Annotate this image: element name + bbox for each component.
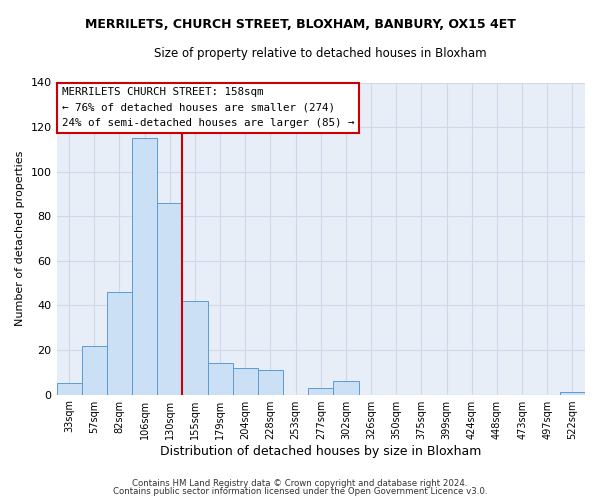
Title: Size of property relative to detached houses in Bloxham: Size of property relative to detached ho… [154,48,487,60]
Y-axis label: Number of detached properties: Number of detached properties [15,151,25,326]
Text: MERRILETS, CHURCH STREET, BLOXHAM, BANBURY, OX15 4ET: MERRILETS, CHURCH STREET, BLOXHAM, BANBU… [85,18,515,30]
Bar [182,301,208,394]
X-axis label: Distribution of detached houses by size in Bloxham: Distribution of detached houses by size … [160,444,481,458]
Text: MERRILETS CHURCH STREET: 158sqm
← 76% of detached houses are smaller (274)
24% o: MERRILETS CHURCH STREET: 158sqm ← 76% of… [62,87,355,128]
Text: Contains HM Land Registry data © Crown copyright and database right 2024.: Contains HM Land Registry data © Crown c… [132,478,468,488]
Bar [157,203,182,394]
Bar [233,368,258,394]
Bar [334,381,359,394]
Bar [132,138,157,394]
Text: Contains public sector information licensed under the Open Government Licence v3: Contains public sector information licen… [113,487,487,496]
Bar [560,392,585,394]
Bar [82,346,107,395]
Bar [56,384,82,394]
Bar [208,364,233,394]
Bar [258,370,283,394]
Bar [107,292,132,394]
Bar [308,388,334,394]
